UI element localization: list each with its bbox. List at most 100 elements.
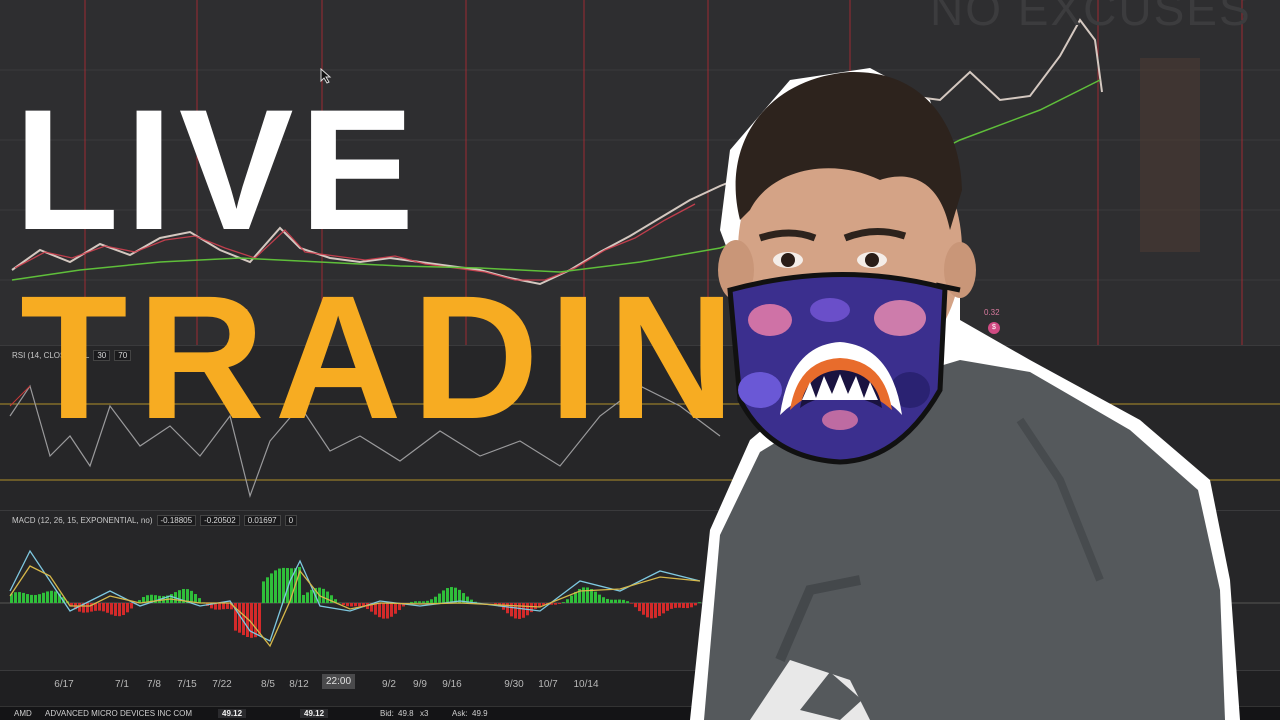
macd-bar	[582, 587, 585, 603]
macd-bar	[382, 603, 385, 619]
macd-bar	[226, 603, 229, 609]
macd-bar	[150, 594, 153, 603]
macd-bar	[306, 592, 309, 603]
shark-mask-icon	[727, 271, 948, 465]
macd-bar	[234, 603, 237, 631]
macd-bar	[534, 603, 537, 609]
macd-bar	[286, 568, 289, 603]
date-tick: 7/15	[177, 679, 197, 690]
macd-bar	[114, 603, 117, 616]
macd-bar	[254, 603, 257, 638]
bid-value: 49.8	[398, 709, 414, 718]
price-candles-line	[11, 18, 1103, 286]
macd-bar	[658, 603, 661, 616]
watermark-text: NO EXCUSES	[930, 0, 1252, 35]
macd-bar	[14, 592, 17, 603]
macd-bar	[538, 603, 541, 607]
macd-bar	[554, 603, 557, 605]
macd-bar	[46, 591, 49, 603]
macd-bar	[602, 597, 605, 603]
macd-bar	[638, 603, 641, 612]
macd-bar	[330, 595, 333, 603]
macd-bar	[386, 603, 389, 619]
macd-bar	[138, 600, 141, 603]
macd-bar	[26, 594, 29, 603]
macd-bar	[550, 603, 553, 605]
macd-bar	[530, 603, 533, 613]
macd-bar	[346, 603, 349, 607]
macd-bar	[302, 594, 305, 603]
date-tick: 7/8	[147, 679, 161, 690]
macd-bar	[362, 603, 365, 608]
macd-bar	[606, 598, 609, 603]
macd-bar	[10, 593, 13, 603]
price-chart-panel: NO EXCUSES $ 30.08 $ 0.32	[0, 0, 1280, 345]
macd-bar	[322, 588, 325, 603]
cursor-arrow-icon	[320, 68, 332, 84]
macd-bar	[106, 603, 109, 613]
macd-bar	[418, 601, 421, 603]
macd-bar	[246, 603, 249, 638]
macd-bar	[570, 595, 573, 603]
macd-bar	[646, 603, 649, 618]
macd-bar	[494, 603, 497, 605]
macd-bar	[22, 592, 25, 603]
macd-bar	[42, 592, 45, 603]
macd-bar	[230, 603, 233, 610]
macd-bar	[110, 603, 113, 615]
date-tick: 9/9	[413, 679, 427, 690]
macd-bar	[466, 596, 469, 603]
hair	[735, 71, 962, 230]
macd-bar	[666, 603, 669, 611]
macd-bar	[566, 599, 569, 603]
macd-bar	[682, 603, 685, 609]
date-tick: 7/22	[212, 679, 232, 690]
macd-bar	[690, 603, 693, 608]
macd-bar	[350, 603, 353, 607]
macd-bar	[270, 573, 273, 603]
macd-bar	[698, 602, 701, 603]
macd-bar	[462, 593, 465, 603]
date-tick: 8/5	[261, 679, 275, 690]
macd-bar	[50, 590, 53, 603]
macd-label: MACD (12, 26, 15, EXPONENTIAL, no) -0.188…	[12, 515, 298, 526]
company-name: ADVANCED MICRO DEVICES INC COM	[45, 709, 192, 718]
macd-bar	[34, 594, 37, 603]
macd-bar	[186, 589, 189, 603]
time-highlight: 22:00	[322, 674, 356, 689]
macd-bar	[614, 599, 617, 603]
macd-bar	[178, 590, 181, 603]
macd-bar	[446, 588, 449, 603]
macd-bar	[342, 603, 345, 606]
macd-bar	[102, 603, 105, 612]
macd-bar	[182, 588, 185, 603]
macd-bar	[94, 603, 97, 611]
macd-bar	[78, 603, 81, 612]
macd-bar	[38, 594, 41, 603]
macd-bar	[686, 603, 689, 609]
macd-bar	[310, 589, 313, 603]
macd-bar	[678, 603, 681, 608]
macd-bar	[282, 567, 285, 603]
symbol[interactable]: AMD	[14, 709, 32, 718]
macd-bar	[290, 568, 293, 603]
macd-bar	[586, 587, 589, 603]
macd-bar	[442, 590, 445, 603]
chart-marker-icon: $	[988, 322, 1000, 334]
macd-bar	[662, 603, 665, 614]
macd-bar	[514, 603, 517, 619]
macd-bar	[210, 603, 213, 609]
macd-bar	[670, 603, 673, 609]
macd-bar	[634, 603, 637, 608]
macd-bar	[626, 601, 629, 603]
date-tick: 9/2	[382, 679, 396, 690]
macd-bar	[470, 599, 473, 603]
date-tick: 7/1	[115, 679, 129, 690]
rsi-label: RSI (14, CLOSE, WIL 30 70	[12, 350, 132, 361]
macd-bar	[118, 603, 121, 617]
macd-bar	[458, 589, 461, 603]
macd-bar	[358, 603, 361, 607]
macd-bar	[598, 594, 601, 603]
macd-bar	[242, 603, 245, 636]
macd-bar	[510, 603, 513, 617]
